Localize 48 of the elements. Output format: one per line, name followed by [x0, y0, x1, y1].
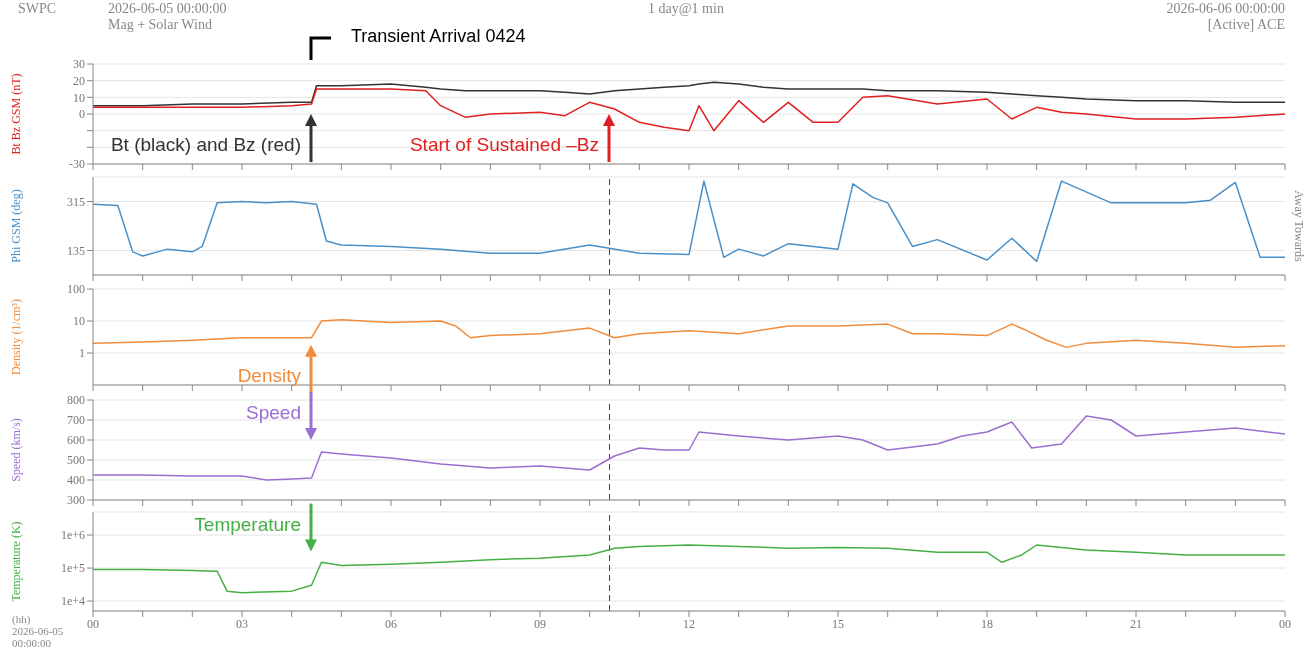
x-tick-label: 18: [981, 616, 993, 631]
annotation: Temperature: [194, 513, 301, 535]
y-tick-label: 100: [67, 282, 85, 297]
y-tick-label: 1: [79, 346, 85, 361]
x-tick-label: 00: [1279, 616, 1291, 631]
y-tick-label: 30: [73, 57, 85, 72]
x-tick-label: 00: [87, 616, 99, 631]
y-axis-title: Bt Bz GSM (nT): [9, 73, 24, 155]
x-tick-label: 12: [683, 616, 695, 631]
y-tick-label: 800: [67, 393, 85, 408]
x-tick-label: 06: [385, 616, 397, 631]
y-axis-title: Speed (km/s): [9, 418, 24, 482]
y-tick-label: 1e+4: [60, 594, 85, 609]
y-tick-label: 20: [73, 73, 85, 88]
y-tick-label: 10: [73, 90, 85, 105]
text: 2026-06-05 00:00:00: [108, 1, 227, 17]
text: 1 day@1 min: [648, 1, 724, 17]
text: Away Towards: [1290, 190, 1306, 262]
annotation: Density: [237, 364, 302, 386]
x-tick-label: 15: [832, 616, 844, 631]
y-tick-label: 135: [67, 243, 85, 258]
text: Mag + Solar Wind: [108, 17, 212, 33]
y-axis-title: Phi GSM (deg): [9, 189, 24, 263]
text: Transient Arrival 0424: [351, 26, 526, 46]
y-tick-label: 315: [67, 194, 85, 209]
text: [Active] ACE: [1207, 17, 1285, 33]
y-tick-label: 600: [67, 433, 85, 448]
annotation: Start of Sustained –Bz: [409, 134, 599, 156]
y-tick-label: -30: [69, 157, 85, 172]
x-tick-label: 21: [1130, 616, 1142, 631]
annotation: Bt (black) and Bz (red): [110, 134, 301, 156]
y-tick-label: 0: [79, 107, 85, 122]
y-tick-label: 1e+5: [60, 561, 85, 576]
y-tick-label: 10: [73, 314, 85, 329]
y-tick-label: 1e+6: [60, 528, 85, 543]
y-tick-label: 400: [67, 473, 85, 488]
text: SWPC: [18, 1, 57, 17]
y-tick-label: 500: [67, 453, 85, 468]
y-tick-label: 300: [67, 493, 85, 508]
y-tick-label: 700: [67, 413, 85, 428]
annotation: Speed: [246, 402, 301, 424]
x-tick-label: 03: [236, 616, 248, 631]
x-tick-label: 09: [534, 616, 546, 631]
text: (hh): [12, 613, 32, 625]
y-axis-title: Density (1/cm³): [9, 299, 24, 375]
text: 2026-06-06 00:00:00: [1166, 1, 1285, 17]
y-axis-title: Temperature (K): [9, 521, 24, 602]
text: 2026-06-05 00:00:00: [12, 625, 65, 649]
